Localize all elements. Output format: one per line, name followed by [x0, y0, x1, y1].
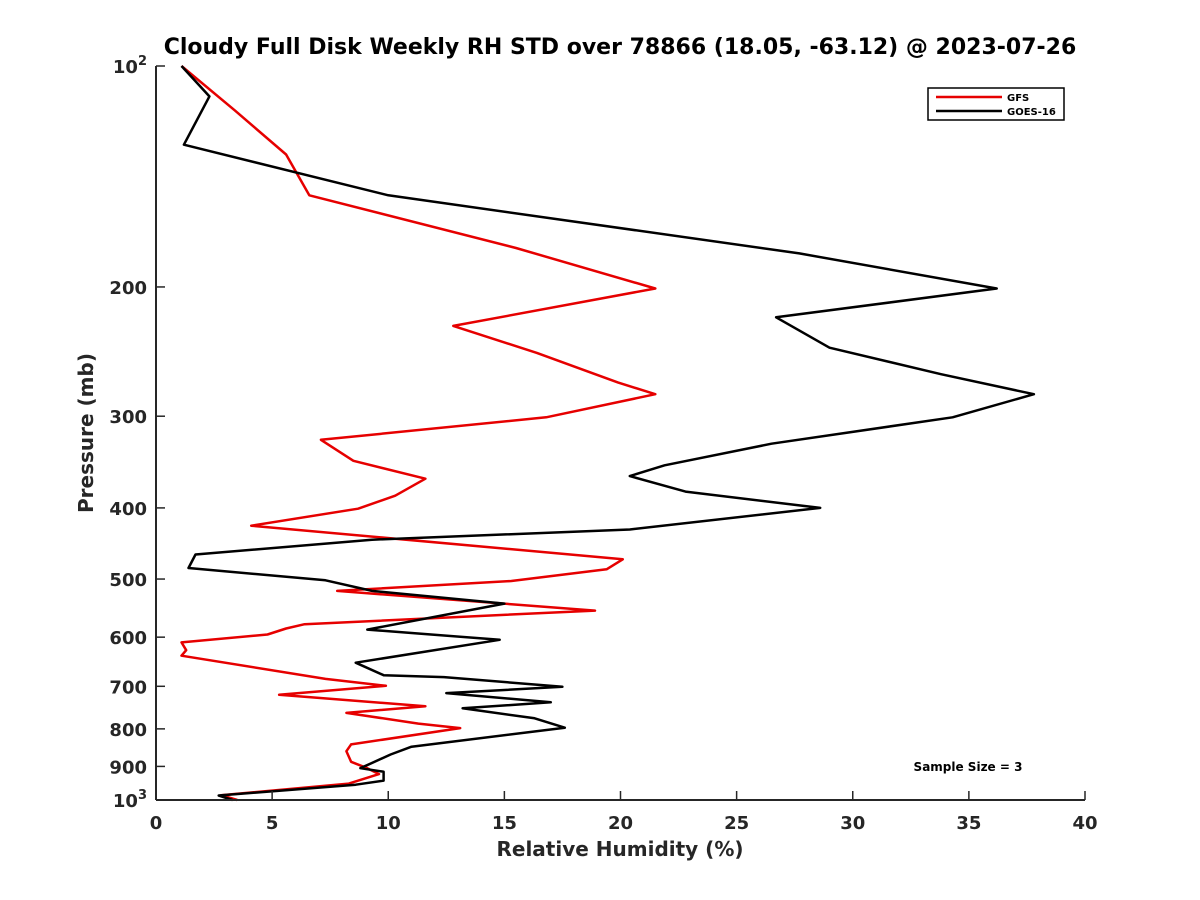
- x-tick-label: 30: [840, 813, 865, 834]
- y-tick-label: 700: [109, 677, 147, 698]
- legend-label-gfs: GFS: [1007, 93, 1029, 104]
- y-tick-label: 800: [109, 720, 147, 741]
- series-line-goes-16: [180, 65, 1036, 802]
- y-axis-label: Pressure (mb): [74, 353, 98, 513]
- x-tick-label: 40: [1072, 813, 1097, 834]
- y-tick-label: 600: [109, 628, 147, 649]
- legend-label-goes16: GOES-16: [1007, 107, 1056, 118]
- legend: GFS GOES-16: [927, 87, 1065, 121]
- y-tick-label: 300: [109, 407, 147, 428]
- y-tick-label: 103: [113, 788, 147, 812]
- y-tick-label: 900: [109, 757, 147, 778]
- x-ticks: 0 5 10 15 20 25 30 35 40: [150, 791, 1098, 834]
- x-tick-label: 35: [956, 813, 981, 834]
- x-tick-label: 15: [492, 813, 517, 834]
- y-tick-label: 102: [113, 54, 147, 78]
- y-tick-label: 200: [109, 278, 147, 299]
- x-tick-label: 5: [266, 813, 279, 834]
- plot-lines: [180, 65, 1036, 802]
- sample-size-annotation: Sample Size = 3: [914, 760, 1023, 774]
- x-tick-label: 25: [724, 813, 749, 834]
- x-tick-label: 10: [376, 813, 401, 834]
- y-ticks: 102 200 300 400 500 600 700 800 900 103: [109, 54, 165, 812]
- x-tick-label: 20: [608, 813, 633, 834]
- series-line-gfs: [180, 65, 657, 802]
- legend-box: [927, 87, 1065, 121]
- y-tick-label: 500: [109, 570, 147, 591]
- x-tick-label: 0: [150, 813, 163, 834]
- x-axis-label: Relative Humidity (%): [496, 837, 743, 861]
- chart-title: Cloudy Full Disk Weekly RH STD over 7886…: [164, 35, 1077, 60]
- y-tick-label: 400: [109, 499, 147, 520]
